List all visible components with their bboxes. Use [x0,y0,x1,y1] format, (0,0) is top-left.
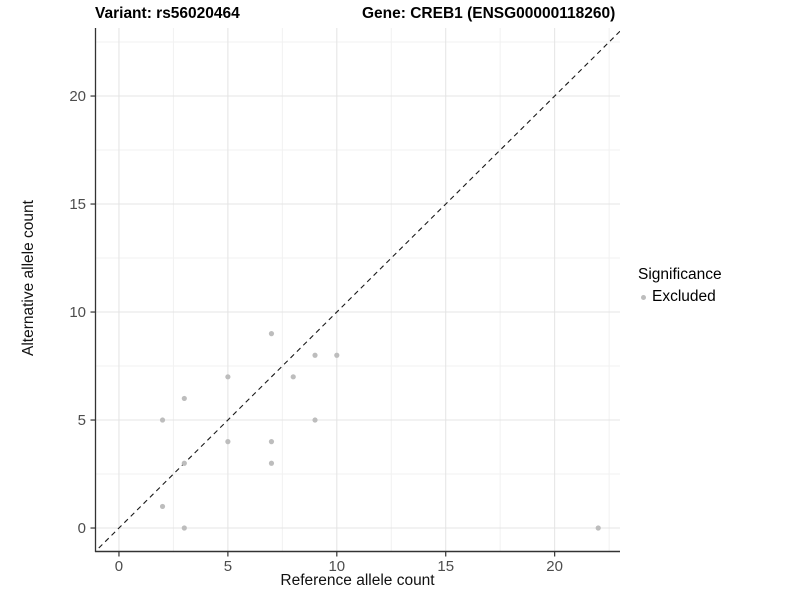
data-point [312,417,318,423]
variant-title: Variant: rs56020464 [95,5,240,22]
data-point [181,460,187,466]
x-tick-label: 20 [546,558,563,575]
legend-item-excluded: Excluded [638,288,722,306]
data-point [225,374,231,380]
plot-panel: 0 5 10 15 20 0 5 10 15 20 [69,28,620,575]
data-point [334,352,340,358]
excluded-point-icon [641,294,646,300]
data-point [595,525,601,531]
data-point [312,352,318,358]
x-tick-label: 15 [437,558,454,575]
y-tick-label: 10 [69,304,86,321]
legend-item-label: Excluded [652,288,716,305]
legend: Significance Excluded [638,266,722,306]
data-point [159,417,166,423]
data-point [268,439,275,445]
data-point [225,439,231,445]
data-point [268,460,275,466]
data-point [290,374,296,380]
x-axis-label: Reference allele count [280,572,435,589]
y-tick-label: 20 [69,88,86,105]
y-tick-label: 5 [78,412,86,429]
data-point [181,525,187,531]
x-tick-label: 5 [224,558,232,575]
data-point [268,331,275,337]
y-tick-label: 15 [69,196,86,213]
x-tick-label: 10 [328,558,345,575]
data-point [159,503,166,510]
legend-title: Significance [638,266,722,283]
data-point [181,395,187,402]
plot-canvas: 0 5 10 15 20 0 5 10 15 20 [69,28,620,575]
x-tick-label: 0 [115,558,123,575]
y-axis-label: Alternative allele count [20,200,37,356]
y-tick-label: 0 [78,520,86,537]
gene-title: Gene: CREB1 (ENSG00000118260) [362,5,616,22]
identity-line [95,30,620,552]
